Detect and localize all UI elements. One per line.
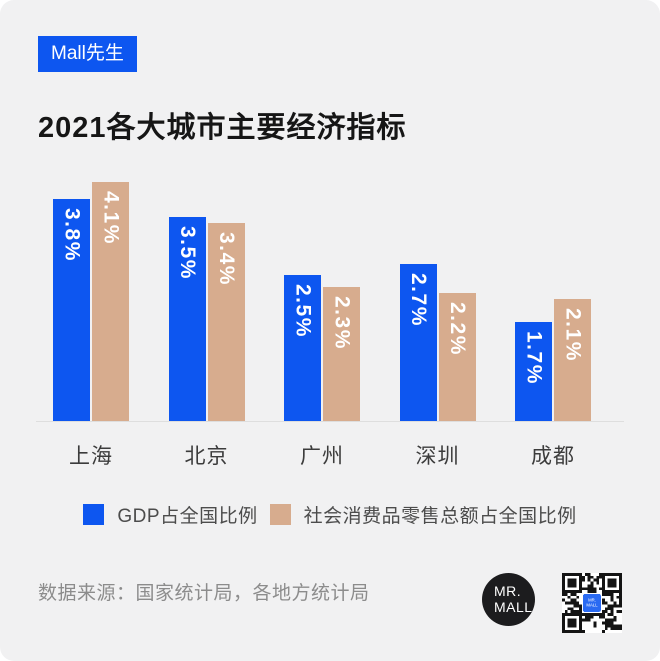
- legend-item: GDP占全国比例: [83, 501, 257, 528]
- brand-badge: Mall先生: [38, 36, 137, 72]
- legend: GDP占全国比例 社会消费品零售总额占全国比例: [38, 501, 622, 528]
- logo-line-2: MALL: [494, 598, 533, 615]
- bar-group: 3.5% 3.4% 北京: [168, 176, 246, 470]
- legend-item: 社会消费品零售总额占全国比例: [269, 501, 577, 528]
- bar-value-label: 3.5%: [176, 225, 199, 280]
- bar-group: 3.8% 4.1% 上海: [52, 176, 130, 470]
- logo-line-1: MR.: [494, 582, 522, 599]
- page-title: 2021各大城市主要经济指标: [38, 112, 407, 144]
- category-label: 北京: [184, 445, 229, 468]
- bar-series-1: 2.1%: [554, 298, 591, 421]
- bar-series-0: 3.5%: [168, 216, 206, 421]
- bar-chart: 3.8% 4.1% 上海 3.5% 3.4% 北京 2.5% 2.3% 广州 2.7% 2.2% 深圳…: [36, 176, 624, 470]
- legend-swatch: [83, 504, 105, 525]
- bar-value-label: 2.7%: [407, 272, 430, 327]
- bar-series-1: 4.1%: [92, 181, 129, 421]
- bar-group: 2.7% 2.2% 深圳: [399, 176, 477, 470]
- brand-block: MR. MALL MR. MALL: [482, 573, 622, 633]
- legend-label: GDP占全国比例: [117, 506, 258, 527]
- bar-series-1: 2.3%: [323, 286, 360, 421]
- bar-groups: 3.8% 4.1% 上海 3.5% 3.4% 北京 2.5% 2.3% 广州 2.7% 2.2% 深圳…: [38, 176, 622, 470]
- bar-value-label: 2.5%: [291, 284, 315, 339]
- bar-value-label: 4.1%: [99, 190, 123, 245]
- bar-series-1: 2.2%: [438, 292, 476, 421]
- legend-swatch: [269, 504, 291, 525]
- bar-value-label: 2.1%: [561, 307, 585, 362]
- category-label: 深圳: [415, 445, 460, 468]
- bar-series-0: 2.5%: [284, 275, 321, 421]
- bar-group: 1.7% 2.1% 成都: [514, 176, 592, 470]
- qr-code-icon: MR.MALL: [562, 573, 622, 633]
- svg-text:MR.: MR.: [588, 598, 596, 603]
- category-label: 广州: [300, 445, 344, 468]
- x-axis-line: [36, 421, 624, 422]
- bar-value-label: 1.7%: [522, 330, 546, 385]
- mr-mall-logo: MR. MALL: [482, 573, 535, 626]
- bar-value-label: 3.4%: [215, 231, 238, 286]
- bar-series-0: 1.7%: [515, 321, 552, 421]
- bar-group: 2.5% 2.3% 广州: [283, 176, 361, 470]
- svg-text:MALL: MALL: [586, 602, 598, 607]
- bar-series-0: 2.7%: [399, 263, 437, 421]
- data-source-text: 数据来源：国家统计局，各地方统计局: [38, 583, 370, 604]
- category-label: 成都: [531, 445, 575, 468]
- bar-value-label: 2.2%: [446, 301, 469, 356]
- bar-series-0: 3.8%: [53, 199, 90, 421]
- bar-value-label: 2.3%: [330, 295, 354, 350]
- category-label: 上海: [69, 445, 113, 468]
- footer: 数据来源：国家统计局，各地方统计局 MR. MALL MR. MALL: [38, 573, 622, 633]
- bar-series-1: 3.4%: [207, 222, 245, 421]
- legend-label: 社会消费品零售总额占全国比例: [303, 506, 577, 527]
- bar-value-label: 3.8%: [60, 208, 84, 263]
